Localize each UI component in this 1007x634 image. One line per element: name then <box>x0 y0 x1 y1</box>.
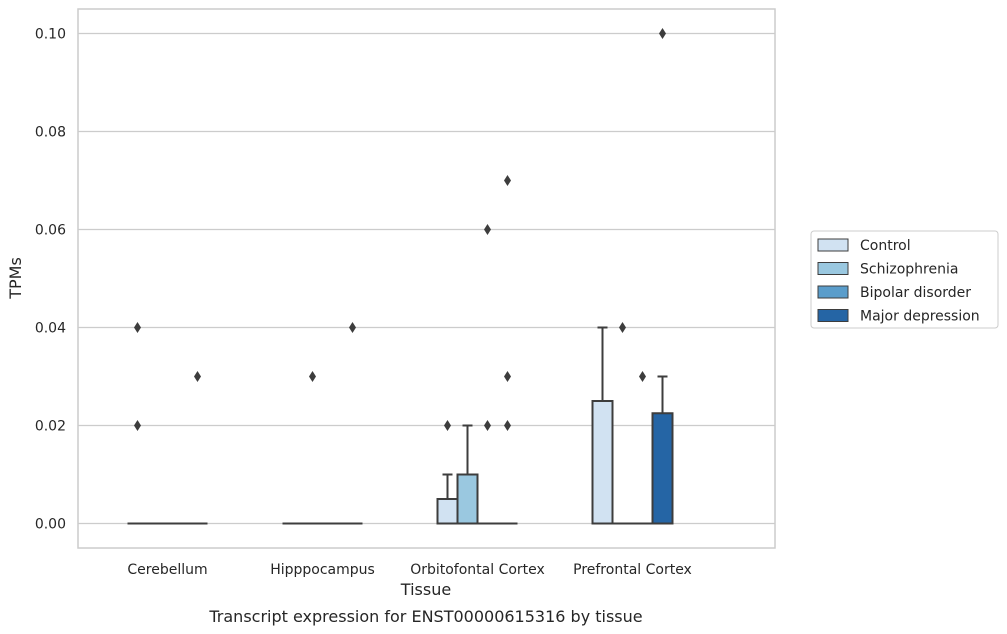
legend-swatch <box>817 285 849 299</box>
outlier-point <box>484 420 491 431</box>
outlier-point <box>134 420 141 431</box>
outlier-point <box>349 322 356 333</box>
box-body <box>651 412 674 525</box>
legend-label: Major depression <box>860 309 980 325</box>
y-tick-label: 0.00 <box>35 517 66 533</box>
legend-entry: Major depression <box>817 309 980 325</box>
legend: Control Schizophrenia Bipolar disorder Majo… <box>810 230 999 329</box>
box-body <box>456 473 479 525</box>
y-tick-label: 0.06 <box>35 223 66 239</box>
legend-swatch <box>817 262 849 275</box>
outlier-point <box>484 224 491 235</box>
y-tick-label: 0.08 <box>35 125 66 141</box>
x-axis-ticks: Cerebellum Hipppocampus Orbitofontal Corte… <box>127 562 691 578</box>
y-tick-label: 0.10 <box>35 27 66 43</box>
y-tick-label: 0.02 <box>35 419 66 435</box>
legend-label: Bipolar disorder <box>860 285 971 301</box>
y-tick-label: 0.04 <box>35 321 66 337</box>
y-axis-ticks: 0.00 0.02 0.04 0.06 0.08 0.10 <box>35 27 66 533</box>
x-tick-label: Cerebellum <box>127 562 207 578</box>
legend-entry: Bipolar disorder <box>817 285 971 301</box>
box-schizophrenia <box>456 424 479 525</box>
legend-label: Schizophrenia <box>860 262 958 278</box>
outlier-point <box>309 371 316 382</box>
legend-entry: Schizophrenia <box>817 262 958 278</box>
box-bipolar-disorder <box>632 371 653 525</box>
chart-caption: Transcript expression for ENST0000061531… <box>208 607 642 626</box>
legend-label: Control <box>860 238 911 254</box>
legend-swatch <box>817 309 849 322</box>
box-control <box>436 420 459 525</box>
outlier-point <box>639 371 646 382</box>
y-axis-label: TPMs <box>6 257 25 300</box>
box-control <box>127 322 148 525</box>
legend-swatch <box>817 238 849 252</box>
outlier-point <box>134 322 141 333</box>
box-major-depression <box>342 322 363 525</box>
box-plots <box>127 28 674 525</box>
x-tick-label: Orbitofontal Cortex <box>410 562 545 578</box>
box-body <box>591 400 614 525</box>
outlier-point <box>504 420 511 431</box>
box-major-depression <box>187 371 208 525</box>
outlier-point <box>504 371 511 382</box>
box-major-depression <box>497 175 518 525</box>
outlier-point <box>659 28 666 39</box>
x-axis-label: Tissue <box>400 580 451 599</box>
box-control <box>591 326 614 525</box>
outlier-point <box>444 420 451 431</box>
outlier-point <box>194 371 201 382</box>
box-body <box>436 498 459 525</box>
x-tick-label: Hipppocampus <box>270 562 375 578</box>
legend-entry: Control <box>817 238 911 254</box>
box-bipolar-disorder <box>477 224 498 525</box>
box-schizophrenia <box>612 322 633 525</box>
x-tick-label: Prefrontal Cortex <box>573 562 692 578</box>
plot-frame <box>77 8 776 549</box>
box-schizophrenia <box>302 371 323 525</box>
box-major-depression <box>651 28 674 525</box>
legend-frame <box>810 230 999 329</box>
outlier-point <box>619 322 626 333</box>
outlier-point <box>504 175 511 186</box>
